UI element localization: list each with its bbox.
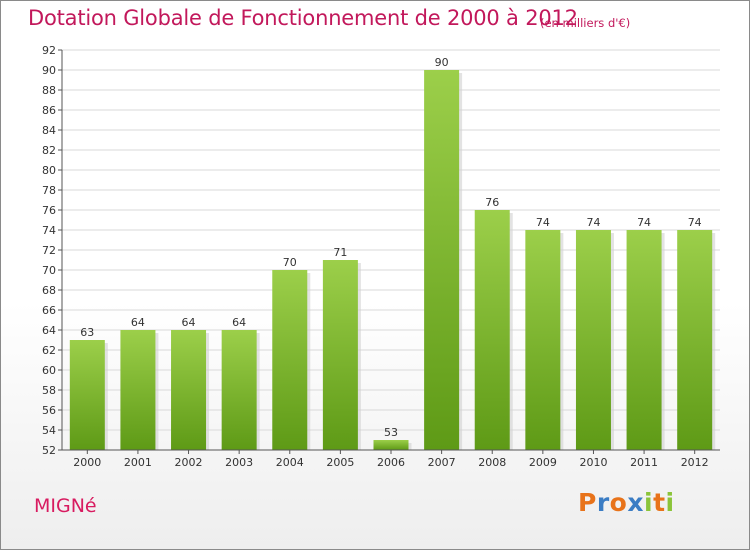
y-tick-label: 86 xyxy=(42,104,56,117)
x-tick-label: 2002 xyxy=(175,456,203,469)
y-tick-label: 64 xyxy=(42,324,56,337)
y-tick-label: 70 xyxy=(42,264,56,277)
y-tick-label: 72 xyxy=(42,244,56,257)
bar-value-label: 76 xyxy=(485,196,499,209)
bar-value-label: 53 xyxy=(384,426,398,439)
y-tick-label: 82 xyxy=(42,144,56,157)
y-tick-label: 92 xyxy=(42,44,56,57)
bar-value-label: 64 xyxy=(131,316,145,329)
axes: 52 54 56 58 60 62 64 66 68 70 72 74 76 78 80 82 84 86 88 90… xyxy=(42,44,720,469)
bar xyxy=(221,330,257,450)
bar xyxy=(272,270,308,450)
bar-value-label: 74 xyxy=(586,216,600,229)
logo-letter: x xyxy=(627,488,644,517)
bar xyxy=(474,210,510,450)
logo-letter: o xyxy=(609,488,628,517)
y-tick-label: 74 xyxy=(42,224,56,237)
y-tick-label: 62 xyxy=(42,344,56,357)
y-tick-label: 76 xyxy=(42,204,56,217)
x-tick-label: 2004 xyxy=(276,456,304,469)
y-tick-label: 90 xyxy=(42,64,56,77)
y-tick-label: 68 xyxy=(42,284,56,297)
bar-value-label: 90 xyxy=(435,56,449,69)
bar xyxy=(322,260,358,450)
x-tick-label: 2011 xyxy=(630,456,658,469)
y-tick-label: 84 xyxy=(42,124,56,137)
x-tick-label: 2001 xyxy=(124,456,152,469)
y-tick-label: 56 xyxy=(42,404,56,417)
x-tick-label: 2000 xyxy=(73,456,101,469)
logo-letter: r xyxy=(596,488,610,517)
x-tick-label: 2009 xyxy=(529,456,557,469)
bar-value-label: 70 xyxy=(283,256,297,269)
x-tick-label: 2012 xyxy=(681,456,709,469)
bar-value-label: 74 xyxy=(637,216,651,229)
bar xyxy=(171,330,207,450)
bars: 63 64 64 64 70 71 53 90 76 74 74 74 74 xyxy=(69,56,716,450)
proxiti-logo[interactable]: Proxiti xyxy=(578,488,675,517)
logo-letter: i xyxy=(665,488,675,517)
bar xyxy=(69,340,105,450)
bar xyxy=(120,330,156,450)
y-tick-label: 88 xyxy=(42,84,56,97)
x-tick-label: 2006 xyxy=(377,456,405,469)
logo-letter: t xyxy=(653,488,666,517)
y-tick-label: 60 xyxy=(42,364,56,377)
bar xyxy=(677,230,713,450)
chart-subtitle: (en milliers d'€) xyxy=(540,16,631,30)
bar-value-label: 71 xyxy=(333,246,347,259)
x-tick-label: 2008 xyxy=(478,456,506,469)
bar xyxy=(626,230,662,450)
grid-lines xyxy=(62,49,720,451)
y-tick-label: 80 xyxy=(42,164,56,177)
commune-name: MIGNé xyxy=(34,495,97,517)
logo-letter: P xyxy=(578,488,597,517)
bar-value-label: 74 xyxy=(688,216,702,229)
y-tick-label: 52 xyxy=(42,444,56,457)
x-tick-label: 2007 xyxy=(428,456,456,469)
bar-value-label: 64 xyxy=(232,316,246,329)
logo-letter: i xyxy=(644,488,654,517)
bar xyxy=(525,230,561,450)
x-tick-label: 2003 xyxy=(225,456,253,469)
bar-value-label: 64 xyxy=(182,316,196,329)
bar xyxy=(373,440,409,450)
bar-value-label: 63 xyxy=(80,326,94,339)
x-tick-label: 2010 xyxy=(579,456,607,469)
bar xyxy=(575,230,611,450)
y-tick-label: 66 xyxy=(42,304,56,317)
x-tick-label: 2005 xyxy=(326,456,354,469)
chart-title: Dotation Globale de Fonctionnement de 20… xyxy=(28,6,578,30)
y-tick-label: 54 xyxy=(42,424,56,437)
y-tick-label: 78 xyxy=(42,184,56,197)
bar-value-label: 74 xyxy=(536,216,550,229)
y-tick-label: 58 xyxy=(42,384,56,397)
bar xyxy=(424,70,460,450)
